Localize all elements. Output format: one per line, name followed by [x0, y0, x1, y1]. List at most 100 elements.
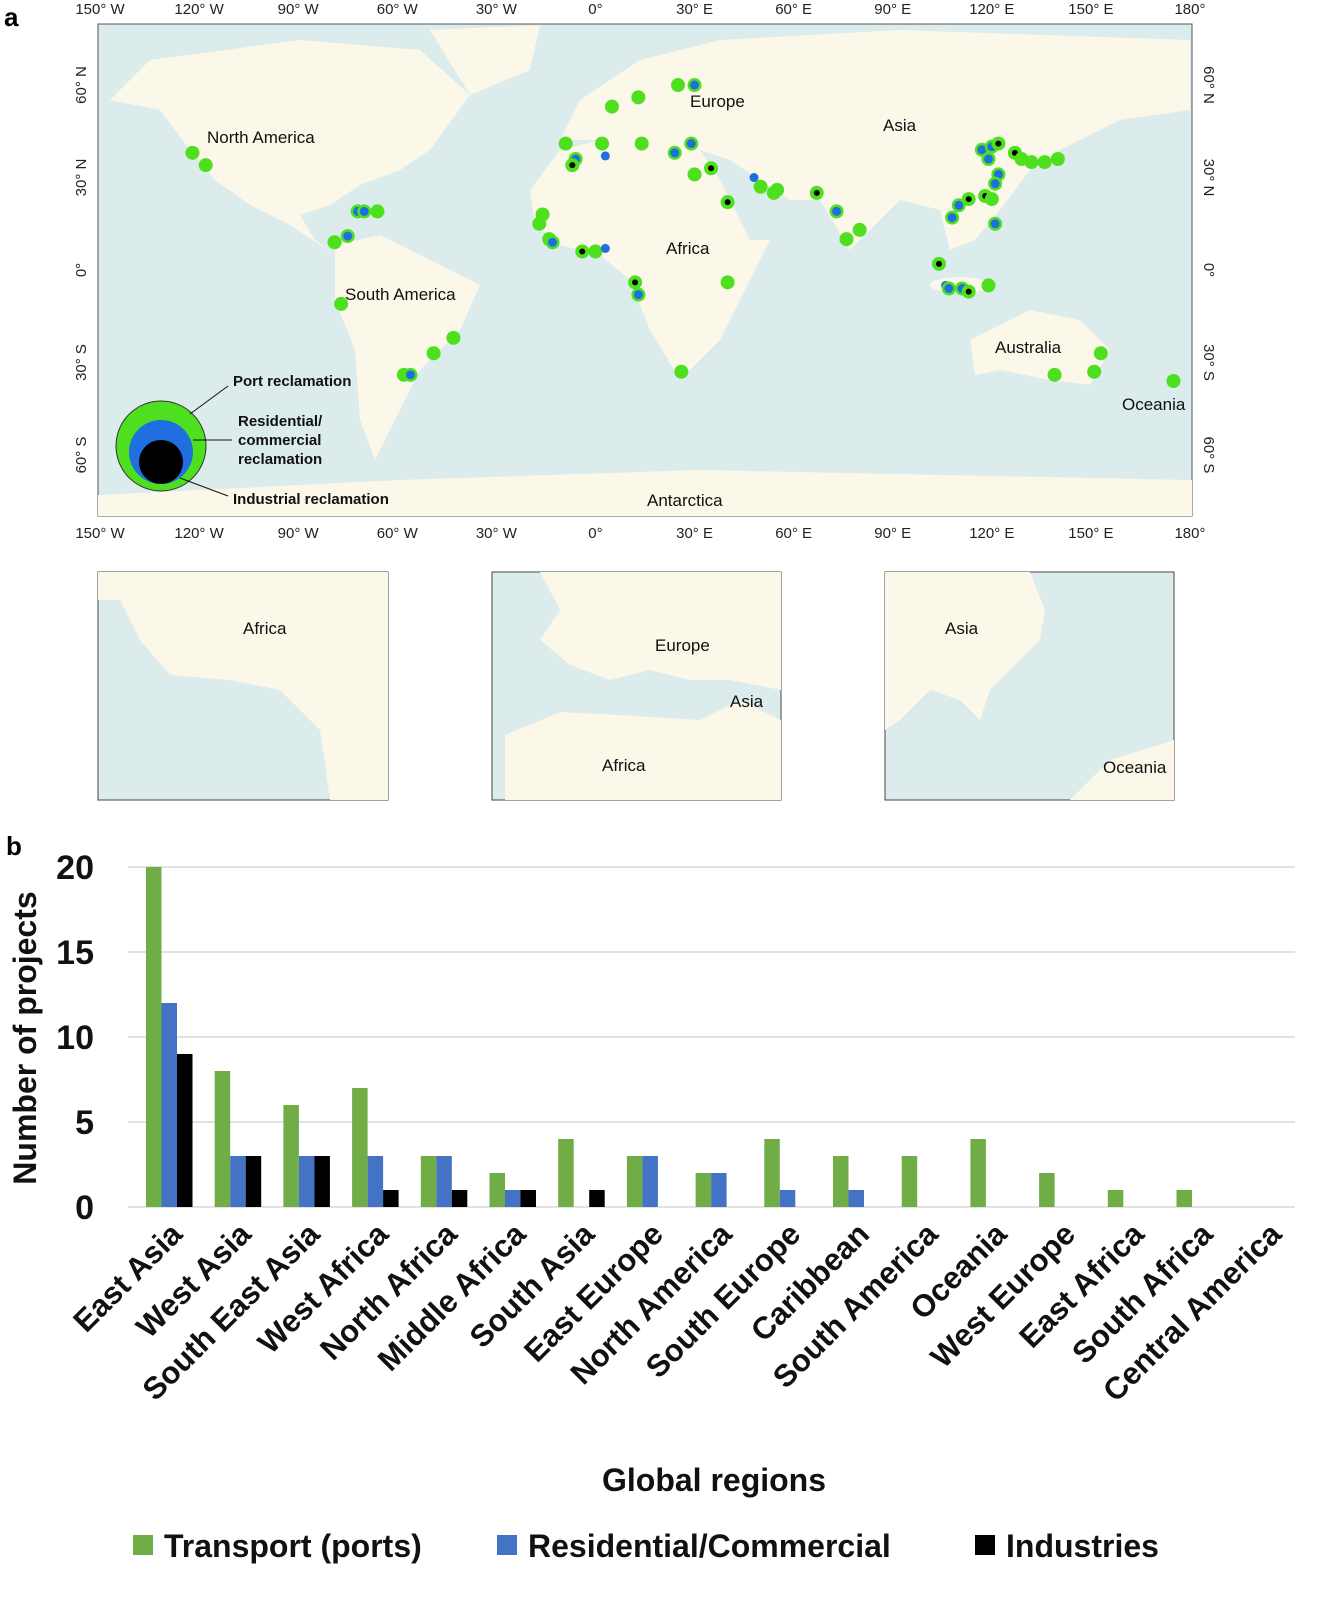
lon-tick-label: 150° W [75, 525, 125, 542]
y-tick-label: 0 [75, 1189, 94, 1227]
port-point [634, 136, 649, 151]
residential-point [633, 290, 643, 300]
inset-land [98, 572, 388, 800]
lon-tick-label: 120° W [174, 525, 224, 542]
port-point [1037, 155, 1052, 170]
residential-point [984, 154, 994, 164]
bar-industries-south-asia [589, 1190, 605, 1207]
residential-point [690, 80, 700, 90]
residential-point [749, 173, 759, 183]
residential-point [686, 139, 696, 149]
industrial-point [965, 288, 972, 295]
legend-label: Industries [1006, 1528, 1159, 1564]
inset-asia: Asia Oceania [884, 571, 1175, 801]
industrial-point [708, 165, 715, 172]
residential-point [405, 370, 415, 380]
inset-label: Europe [655, 636, 710, 655]
port-point [720, 275, 735, 290]
industrial-point [813, 189, 820, 196]
lon-tick-label: 30° E [676, 1, 713, 18]
bar-transport-ports--north-america [695, 1173, 712, 1207]
port-point [674, 364, 689, 379]
industrial-point [724, 199, 731, 206]
port-point [852, 222, 867, 237]
bar-transport-ports--south-africa [1176, 1190, 1192, 1207]
lat-tick-label: 60° N [1200, 66, 1217, 104]
bar-transport-ports--east-asia [146, 867, 162, 1207]
world-map: 150° W 150° W 120° W 120° W 90° W 90° W 60° W 6… [73, 1, 1217, 542]
lat-tick-label: 30° N [73, 159, 90, 197]
legend-residential-label: Residential/ [238, 413, 323, 430]
map-label: Oceania [1122, 395, 1186, 414]
legend-leader [189, 385, 229, 415]
residential-point [548, 237, 558, 247]
y-tick-label: 20 [56, 849, 94, 887]
port-point [370, 204, 385, 219]
lat-tick-label: 30° N [1200, 159, 1217, 197]
industrial-point [579, 248, 586, 255]
legend-swatch [975, 1535, 995, 1555]
residential-point [359, 206, 369, 216]
map-label: Africa [666, 239, 710, 258]
bar-transport-ports--west-asia [214, 1071, 231, 1207]
legend-leader [179, 477, 229, 497]
lon-tick-label: 120° E [969, 1, 1014, 18]
bar-residential-commercial-north-africa [436, 1156, 452, 1207]
port-point [1024, 155, 1039, 170]
port-point [1093, 346, 1108, 361]
lat-tick-label: 60° N [73, 66, 90, 104]
residential-point [954, 200, 964, 210]
residential-point [670, 148, 680, 158]
lat-tick-label: 60° S [1200, 437, 1217, 474]
lon-tick-label: 180° [1174, 1, 1205, 18]
port-point [1087, 364, 1102, 379]
port-point [198, 158, 213, 173]
map-label: South America [345, 285, 456, 304]
port-point [1047, 367, 1062, 382]
inset-europe: Europe Asia Africa [491, 571, 782, 801]
residential-point [947, 213, 957, 223]
residential-point [600, 243, 610, 253]
lon-tick-label: 30° W [476, 1, 518, 18]
bar-industries-north-africa [451, 1190, 468, 1207]
map-label: Asia [883, 116, 917, 135]
bar-residential-commercial-north-america [711, 1173, 727, 1207]
inset-land [505, 700, 781, 800]
land-south-america [335, 235, 480, 460]
legend-residential-label: commercial [238, 432, 321, 449]
map-legend: Port reclamation Residential/ commercial… [115, 373, 389, 508]
bar-transport-ports--oceania [970, 1139, 986, 1207]
inset-africa: Africa [97, 571, 389, 801]
legend-swatch [133, 1535, 153, 1555]
bar-transport-ports--middle-africa [489, 1173, 505, 1207]
residential-point [990, 219, 1000, 229]
inset-land [540, 572, 781, 690]
bar-transport-ports--west-europe [1039, 1173, 1055, 1207]
bar-residential-commercial-west-asia [230, 1156, 246, 1207]
port-point [532, 216, 547, 231]
bar-residential-commercial-south-europe [779, 1190, 796, 1207]
inset-label: Oceania [1103, 758, 1167, 777]
port-point [753, 179, 768, 194]
port-point [984, 192, 999, 207]
inset-label: Africa [602, 756, 646, 775]
port-point [604, 99, 619, 114]
port-point [631, 90, 646, 105]
lon-tick-label: 90° W [278, 1, 320, 18]
port-point [327, 235, 342, 250]
y-tick-label: 15 [56, 934, 94, 972]
bar-residential-commercial-west-africa [367, 1156, 384, 1207]
port-point [446, 330, 461, 345]
land-eurasia [560, 30, 1190, 250]
legend-port-label: Port reclamation [233, 373, 351, 390]
port-point [558, 136, 573, 151]
map-label: North America [207, 128, 315, 147]
bar-residential-commercial-east-asia [161, 1003, 177, 1207]
lon-tick-label: 150° E [1068, 1, 1113, 18]
industrial-point [995, 140, 1002, 147]
inset-label: Asia [730, 692, 764, 711]
legend-swatch [497, 1535, 517, 1555]
legend-label: Transport (ports) [164, 1528, 422, 1564]
port-point [185, 145, 200, 160]
